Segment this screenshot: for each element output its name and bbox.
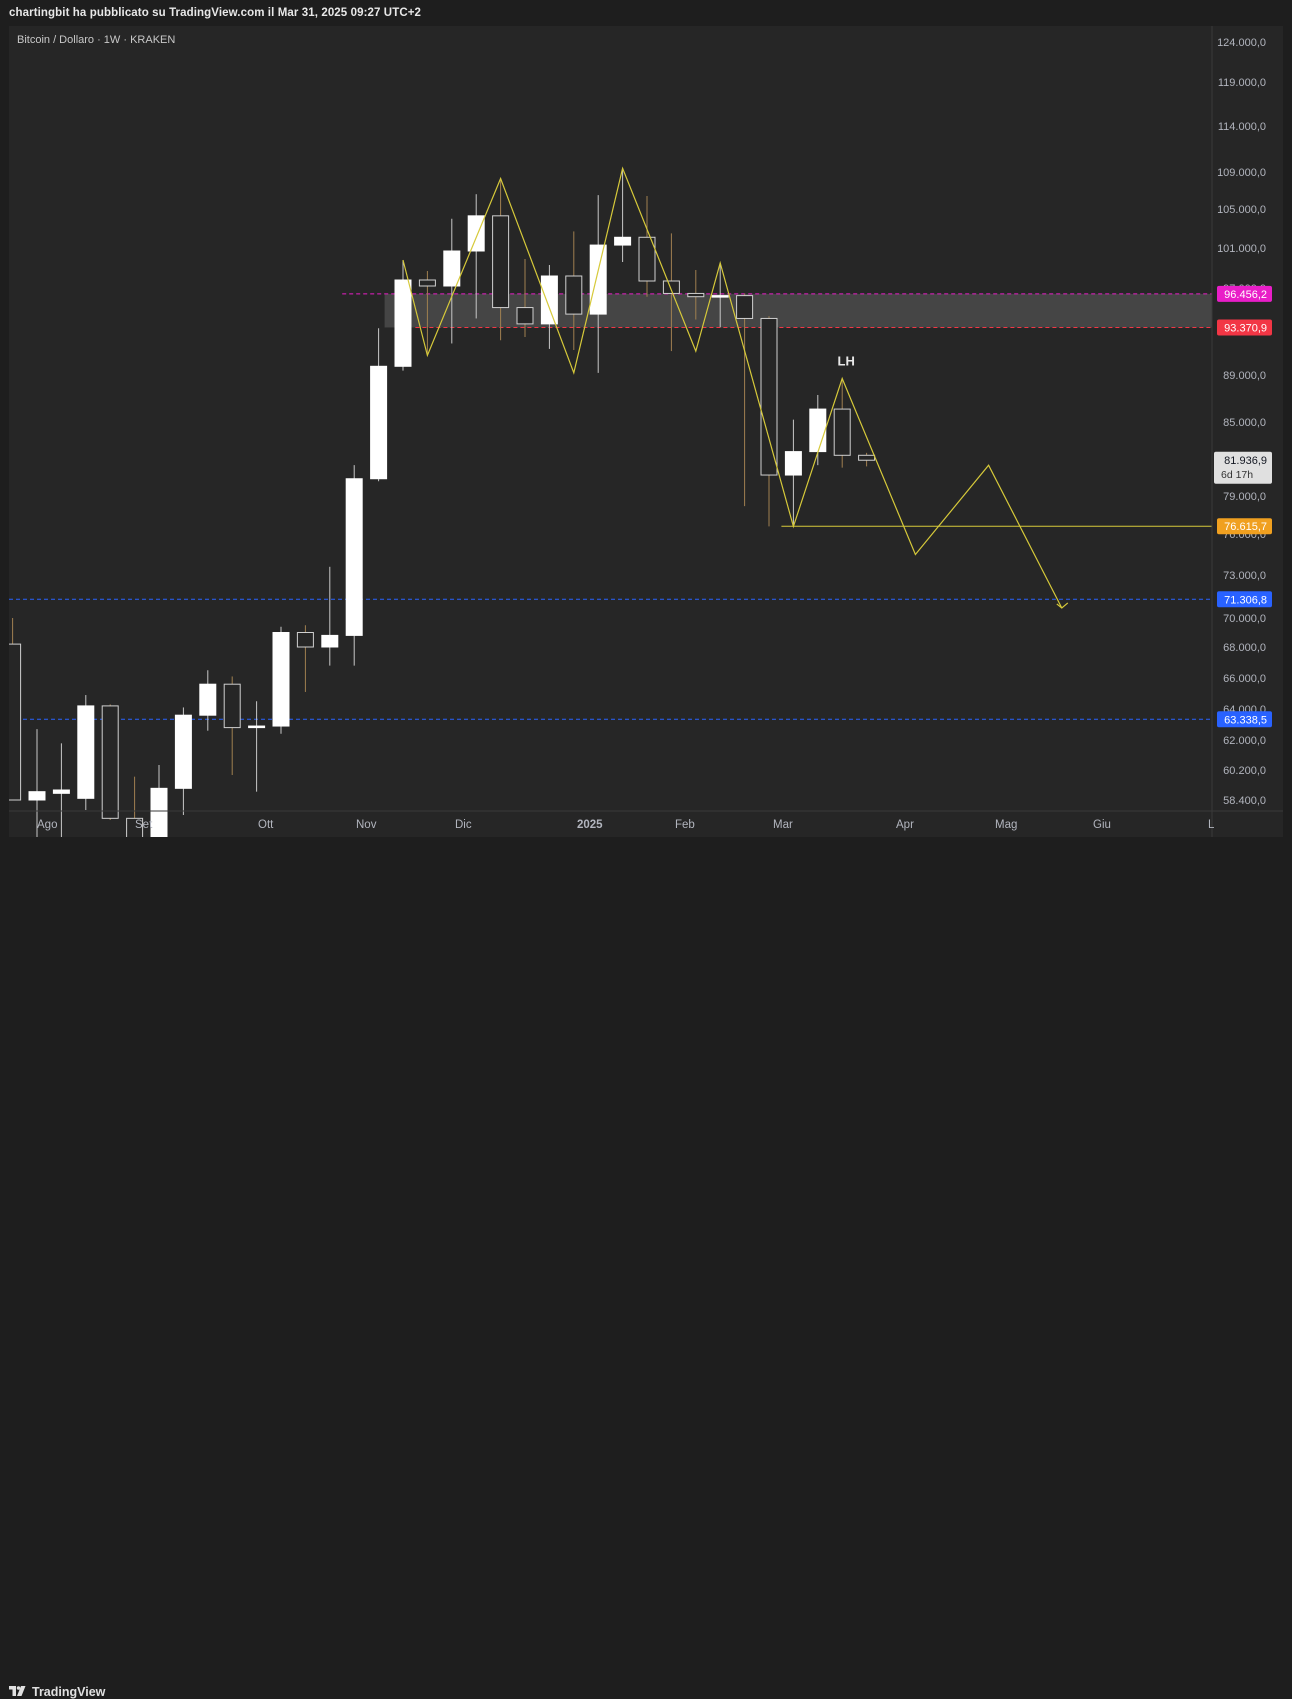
current-price-box [1214,451,1272,484]
tradingview-brand-text: TradingView [32,1685,106,1699]
y-tick-label: 73.000,0 [1223,570,1266,582]
x-tick-label: Set [135,819,153,831]
y-tick-label: 62.000,0 [1223,735,1266,747]
candle-body[interactable] [736,295,754,319]
x-tick-label: 2025 [577,819,603,831]
x-tick-label: Feb [675,819,695,831]
candle-body[interactable] [272,632,290,727]
candle-body[interactable] [9,643,22,801]
level-label-bg-blue-upper [1217,591,1272,608]
x-tick-label: Dic [455,819,472,831]
candle-body[interactable] [858,454,876,461]
candle-body[interactable] [565,275,583,315]
candle-body[interactable] [760,317,778,476]
y-tick-label: 119.000,0 [1218,77,1266,89]
price-chart[interactable]: LH 124.000,0 119.000,0 114.000,0 109.000,0 10… [9,26,1283,837]
y-tick-label: 109.000,0 [1217,167,1266,179]
x-tick-label: Nov [356,819,377,831]
candle-body[interactable] [809,408,827,453]
projection-path[interactable] [402,166,1063,609]
candle-body[interactable] [199,683,217,716]
candle-body[interactable] [833,408,851,456]
bar-countdown-label: 6d 17h [1221,469,1253,481]
projection-arrowhead [1056,602,1069,609]
candle-body[interactable] [101,705,119,819]
level-price-label: 96.456,2 [1224,289,1267,301]
candle-body[interactable] [296,632,314,648]
candle-body[interactable] [784,451,802,476]
x-tick-label: Mag [995,819,1017,831]
chart-background [9,26,1283,837]
symbol-legend: Bitcoin / Dollaro · 1W · KRAKEN [17,34,176,46]
level-price-label: 71.306,8 [1224,594,1267,606]
level-price-label: 76.615,7 [1224,521,1267,533]
x-tick-label: Mar [773,819,793,831]
candle-body[interactable] [370,365,388,480]
candle-body[interactable] [687,292,705,298]
lh-annotation: LH [838,354,855,369]
candle-body[interactable] [174,714,192,789]
candle-body[interactable] [467,215,485,252]
level-price-label: 63.338,5 [1224,714,1267,726]
x-tick-label: Apr [896,819,914,831]
published-by-text: chartingbit ha pubblicato su TradingView… [9,7,422,19]
x-tick-label: Ago [37,819,57,831]
tradingview-logo[interactable]: TradingView [9,1685,105,1699]
current-price-label: 81.936,9 [1224,455,1267,467]
publish-header: chartingbit ha pubblicato su TradingView… [0,0,1292,26]
candle-body[interactable] [248,725,266,729]
y-tick-label: 68.000,0 [1223,642,1266,654]
level-label-bg-blue-lower [1217,711,1272,728]
y-tick-label: 105.000,0 [1217,204,1266,216]
candle-body[interactable] [52,789,70,794]
y-tick-label: 124.000,0 [1217,37,1266,49]
candle-body[interactable] [150,787,168,837]
level-label-bg-magenta [1217,285,1272,302]
y-tick-label: 60.200,0 [1223,765,1266,777]
candle-body[interactable] [711,295,729,298]
candle-body[interactable] [443,250,461,287]
candle-body[interactable] [126,817,144,837]
footer: TradingView [0,838,1292,1699]
candle-body[interactable] [321,634,339,648]
y-tick-label: 101.000,0 [1217,243,1266,255]
x-tick-label: Giu [1093,819,1111,831]
y-tick-label: 79.000,0 [1223,491,1266,503]
y-tick-label: 114.000,0 [1218,121,1266,133]
y-tick-label: 70.000,0 [1223,613,1266,625]
tradingview-logo-icon [9,1686,26,1696]
candle-body[interactable] [345,478,363,636]
level-label-bg-red [1217,319,1272,336]
candle-body[interactable] [662,280,680,294]
level-label-bg-orange [1217,518,1272,535]
candle-body[interactable] [638,236,656,282]
chart-pane[interactable]: LH 124.000,0 119.000,0 114.000,0 109.000,0 10… [9,26,1283,837]
y-tick-label: 89.000,0 [1223,370,1266,382]
x-tick-label: Ott [258,819,274,831]
y-tick-label: 85.000,0 [1223,417,1266,429]
candle-body[interactable] [394,279,412,367]
candle-body[interactable] [223,683,241,729]
candle-body[interactable] [516,307,534,325]
candle-body[interactable] [77,705,95,799]
y-tick-label: 66.000,0 [1223,673,1266,685]
candle-body[interactable] [492,215,510,309]
level-price-label: 93.370,9 [1224,322,1267,334]
y-tick-label: 58.400,0 [1223,795,1266,807]
x-tick-label: L [1208,819,1215,831]
candle-body[interactable] [589,244,607,315]
candle-body[interactable] [540,275,558,325]
candle-body[interactable] [614,236,632,246]
candle-body[interactable] [418,279,436,287]
candle-body[interactable] [28,791,46,801]
